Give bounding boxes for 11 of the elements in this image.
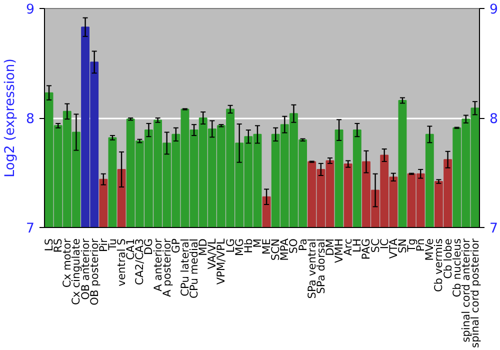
y-axis-title: Log2 (expression) [3,58,18,178]
y2-tick-label: 8 [490,112,498,127]
x-tick-label: Cb lobe [441,238,454,279]
y2-tick-label: 9 [490,2,498,18]
x-tick-label: Pa [296,238,310,251]
y-tick-label: 8 [26,112,35,127]
x-tick-label: Tg [405,238,418,253]
y-tick-label: 9 [26,2,35,18]
x-tick-label: DG [142,238,156,255]
y-tick-label: 7 [26,222,35,236]
y2-tick-label: 7 [490,222,498,236]
